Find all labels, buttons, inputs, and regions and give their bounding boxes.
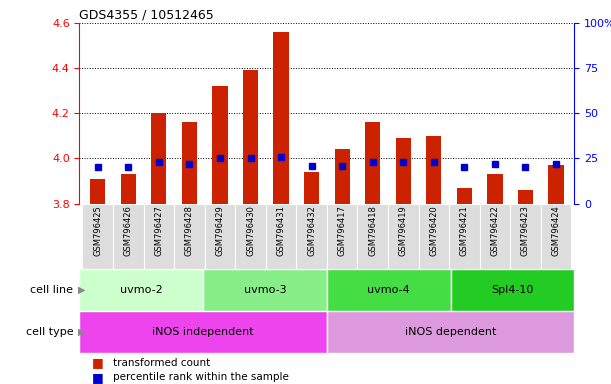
Text: GSM796420: GSM796420 xyxy=(430,205,438,256)
Text: GSM796421: GSM796421 xyxy=(460,205,469,256)
Text: GSM796425: GSM796425 xyxy=(93,205,102,256)
Bar xyxy=(79,269,203,311)
Bar xyxy=(144,204,174,269)
Text: GSM796431: GSM796431 xyxy=(277,205,285,257)
Bar xyxy=(518,190,533,204)
Text: ▶: ▶ xyxy=(78,285,86,295)
Bar xyxy=(203,269,327,311)
Bar xyxy=(426,136,441,204)
Bar xyxy=(266,204,296,269)
Bar xyxy=(549,165,564,204)
Bar xyxy=(327,311,574,353)
Text: iNOS independent: iNOS independent xyxy=(152,327,254,337)
Bar xyxy=(274,32,289,204)
Text: GSM796432: GSM796432 xyxy=(307,205,316,257)
Text: percentile rank within the sample: percentile rank within the sample xyxy=(113,372,289,382)
Text: GSM796423: GSM796423 xyxy=(521,205,530,257)
Bar xyxy=(213,86,228,204)
Text: ▶: ▶ xyxy=(78,327,86,337)
Bar xyxy=(79,311,327,353)
Bar xyxy=(296,204,327,269)
Text: cell line: cell line xyxy=(31,285,73,295)
Text: GSM796418: GSM796418 xyxy=(368,205,377,257)
Bar xyxy=(510,204,541,269)
Text: Spl4-10: Spl4-10 xyxy=(491,285,533,295)
Text: GSM796429: GSM796429 xyxy=(216,205,224,256)
Text: GSM796428: GSM796428 xyxy=(185,205,194,257)
Text: GSM796422: GSM796422 xyxy=(491,205,499,256)
Bar xyxy=(335,149,349,204)
Bar xyxy=(304,172,320,204)
Text: ■: ■ xyxy=(92,356,103,369)
Text: uvmo-3: uvmo-3 xyxy=(244,285,287,295)
Text: iNOS dependent: iNOS dependent xyxy=(405,327,496,337)
Text: GSM796417: GSM796417 xyxy=(338,205,346,257)
Text: GSM796427: GSM796427 xyxy=(155,205,163,257)
Bar xyxy=(90,179,106,204)
Text: uvmo-2: uvmo-2 xyxy=(120,285,163,295)
Bar xyxy=(388,204,419,269)
Bar xyxy=(121,174,136,204)
Bar xyxy=(205,204,235,269)
Bar xyxy=(152,113,167,204)
Bar xyxy=(357,204,388,269)
Bar xyxy=(488,174,502,204)
Bar xyxy=(182,122,197,204)
Bar xyxy=(449,204,480,269)
Bar xyxy=(235,204,266,269)
Bar xyxy=(396,138,411,204)
Text: GSM796424: GSM796424 xyxy=(552,205,560,256)
Bar xyxy=(327,204,357,269)
Bar xyxy=(541,204,571,269)
Bar xyxy=(480,204,510,269)
Bar xyxy=(327,269,451,311)
Bar xyxy=(82,204,113,269)
Text: GDS4355 / 10512465: GDS4355 / 10512465 xyxy=(79,9,214,22)
Text: transformed count: transformed count xyxy=(113,358,210,368)
Bar xyxy=(243,70,258,204)
Bar xyxy=(457,188,472,204)
Text: GSM796419: GSM796419 xyxy=(399,205,408,256)
Text: ■: ■ xyxy=(92,371,103,384)
Bar xyxy=(419,204,449,269)
Text: cell type: cell type xyxy=(26,327,73,337)
Text: GSM796426: GSM796426 xyxy=(124,205,133,257)
Bar xyxy=(451,269,574,311)
Bar xyxy=(113,204,144,269)
Text: GSM796430: GSM796430 xyxy=(246,205,255,257)
Bar xyxy=(174,204,205,269)
Bar xyxy=(365,122,380,204)
Text: uvmo-4: uvmo-4 xyxy=(367,285,410,295)
